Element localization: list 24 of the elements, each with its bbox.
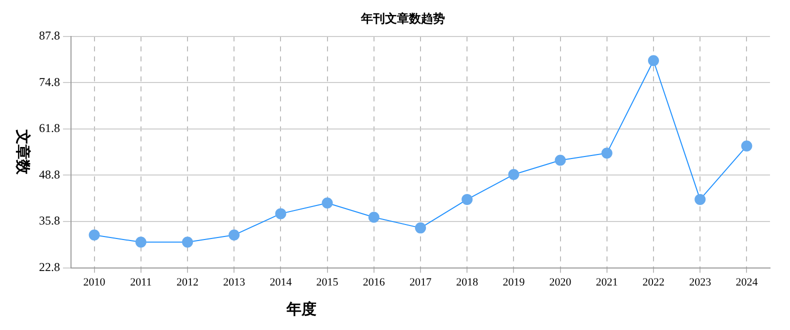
- y-tick-label: 61.8: [39, 121, 60, 136]
- y-tick-label: 48.8: [39, 167, 60, 182]
- y-tick-label: 87.8: [39, 28, 60, 43]
- y-tick-label: 35.8: [39, 214, 60, 228]
- y-axis-title: 文章数: [14, 128, 32, 176]
- x-tick-label: 2020: [549, 276, 572, 288]
- x-tick-label: 2017: [410, 276, 432, 288]
- y-tick-label: 22.8: [39, 260, 60, 274]
- chart-title: 年刊文章数趋势: [360, 11, 445, 26]
- x-axis-title: 年度: [286, 300, 317, 318]
- x-tick-label: 2013: [223, 276, 246, 288]
- x-tick-label: 2011: [130, 276, 152, 288]
- x-tick-label: 2024: [736, 276, 758, 288]
- x-tick-label: 2012: [176, 276, 198, 288]
- x-tick-label: 2019: [502, 276, 526, 288]
- x-tick-label: 2010: [83, 276, 106, 288]
- x-tick-label: 2015: [316, 276, 339, 288]
- y-tick-label: 74.8: [39, 74, 60, 89]
- x-tick-label: 2018: [456, 276, 479, 288]
- x-tick-label: 2021: [596, 276, 618, 288]
- x-tick-label: 2023: [689, 276, 712, 288]
- x-tick-label: 2014: [270, 276, 292, 288]
- x-tick-label: 2016: [362, 276, 386, 288]
- x-tick-label: 2022: [642, 276, 664, 288]
